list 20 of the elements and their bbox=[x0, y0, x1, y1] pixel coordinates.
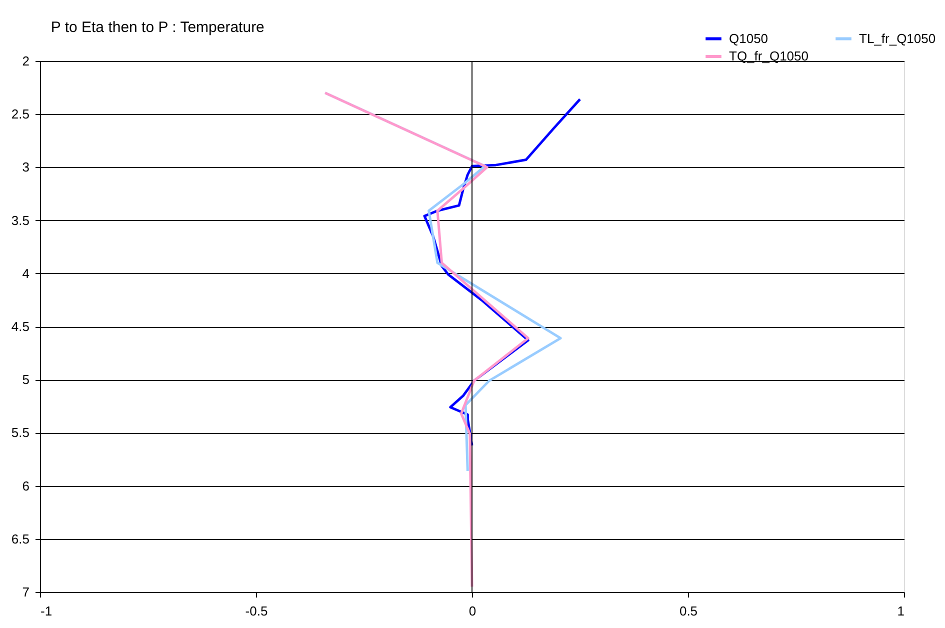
y-tick-label: 6.5 bbox=[11, 531, 30, 546]
y-tick-label: 2 bbox=[22, 54, 30, 68]
chart-title: P to Eta then to P : Temperature bbox=[50, 19, 264, 36]
y-tick-label: 5 bbox=[22, 372, 30, 388]
y-tick-label: 5.5 bbox=[11, 425, 30, 440]
legend-label: TQ_fr_Q1050 bbox=[729, 48, 808, 64]
x-tick-label: -1 bbox=[40, 604, 52, 618]
x-tick-label: 1 bbox=[897, 604, 904, 618]
y-tick-label: 6 bbox=[22, 478, 30, 494]
y-tick-label: 4.5 bbox=[11, 319, 30, 334]
legend-label: Q1050 bbox=[729, 30, 768, 46]
x-tick-label: -0.5 bbox=[245, 604, 268, 618]
x-tick-label: 0 bbox=[468, 604, 476, 618]
y-tick-label: 2.5 bbox=[11, 106, 30, 122]
legend-label: TL_fr_Q1050 bbox=[859, 30, 936, 46]
y-tick-label: 3.5 bbox=[11, 212, 30, 228]
y-tick-label: 4 bbox=[22, 266, 30, 281]
y-tick-label: 7 bbox=[22, 584, 30, 600]
x-tick-label: 0.5 bbox=[679, 604, 698, 618]
y-tick-label: 3 bbox=[22, 160, 30, 175]
